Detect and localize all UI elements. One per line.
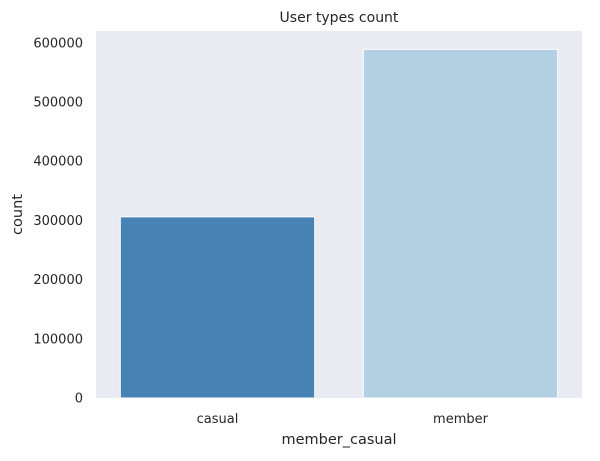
y-axis-label: count: [10, 194, 26, 235]
y-tick-label: 500000: [33, 96, 83, 111]
y-tick-label: 400000: [33, 155, 83, 170]
y-tick-label: 100000: [33, 332, 83, 347]
y-tick-label: 0: [75, 392, 83, 407]
bars-group: [119, 48, 559, 399]
x-axis-label: member_casual: [281, 432, 396, 448]
bar-casual: [119, 216, 316, 399]
chart-title: User types count: [280, 10, 399, 26]
x-tick-label: member: [433, 412, 489, 427]
y-tick-label: 200000: [33, 273, 83, 288]
x-axis-ticks: casual member: [197, 412, 489, 427]
y-axis-ticks: 0 100000 200000 300000 400000 500000 600000: [33, 36, 83, 406]
x-tick-label: casual: [197, 412, 239, 427]
bar-member: [362, 48, 559, 399]
y-tick-label: 600000: [33, 36, 83, 51]
y-tick-label: 300000: [33, 214, 83, 229]
